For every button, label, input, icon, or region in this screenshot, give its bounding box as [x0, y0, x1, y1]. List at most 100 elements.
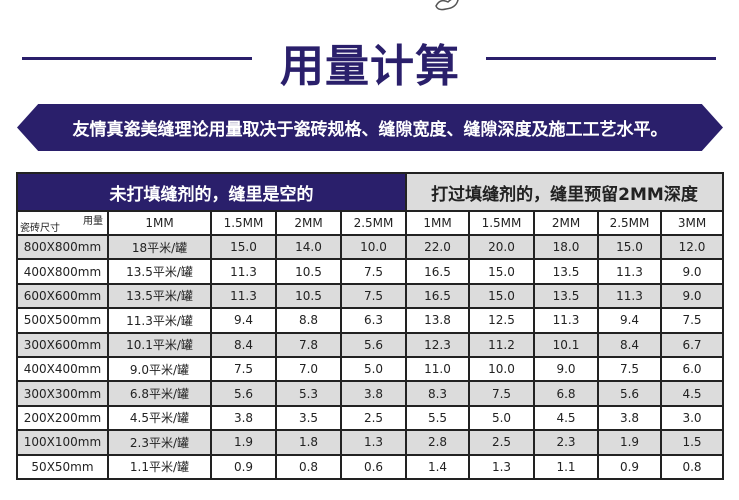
usage-cell: 2.5: [340, 404, 407, 432]
usage-cell: 8.3: [405, 380, 470, 407]
column-header: 2MM: [275, 210, 342, 236]
group-header-unfilled: 未打填缝剂的，缝里是空的: [16, 172, 407, 212]
usage-cell: 0.8: [660, 453, 724, 480]
usage-cell: 11.3平米/罐: [107, 307, 212, 334]
table-row: 50X50mm 1.1平米/罐 0.9 0.8 0.6 1.4 1.3 1.1 0.9 0.8: [16, 453, 724, 480]
usage-cell: 11.0: [405, 355, 470, 383]
usage-cell: 6.8平米/罐: [107, 380, 212, 407]
usage-cell: 13.5平米/罐: [107, 282, 212, 310]
usage-cell: 13.5: [533, 258, 599, 285]
table-row: 600X600mm 13.5平米/罐 11.3 10.5 7.5 16.5 15.0 13.5…: [16, 282, 724, 310]
usage-cell: 13.5: [533, 282, 599, 310]
usage-cell: 3.8: [340, 380, 407, 407]
table-row: 100X100mm 2.3平米/罐 1.9 1.8 1.3 2.8 2.5 2.3 1.9 1.5: [16, 429, 724, 456]
usage-cell: 13.8: [405, 307, 470, 334]
usage-cell: 2.3平米/罐: [107, 429, 212, 456]
table-row: 500X500mm 11.3平米/罐 9.4 8.8 6.3 13.8 12.5 11.3 9.…: [16, 307, 724, 334]
usage-cell: 7.5: [340, 282, 407, 310]
usage-cell: 7.5: [597, 355, 662, 383]
tile-size-cell: 50X50mm: [16, 453, 109, 480]
table-row: 400X800mm 13.5平米/罐 11.3 10.5 7.5 16.5 15.0 13.5…: [16, 258, 724, 285]
usage-cell: 15.0: [468, 282, 535, 310]
usage-cell: 4.5: [660, 380, 724, 407]
table-row: 200X200mm 4.5平米/罐 3.8 3.5 2.5 5.5 5.0 4.5 3.8 3.0: [16, 404, 724, 432]
column-header: 3MM: [660, 210, 724, 236]
title-divider-left: [22, 57, 252, 60]
usage-cell: 8.4: [597, 331, 662, 358]
usage-cell: 5.0: [468, 404, 535, 432]
usage-cell: 14.0: [275, 233, 342, 261]
usage-cell: 10.5: [275, 282, 342, 310]
usage-cell: 6.8: [533, 380, 599, 407]
table-row: 400X400mm 9.0平米/罐 7.5 7.0 5.0 11.0 10.0 9.0 7.5 6…: [16, 355, 724, 383]
usage-cell: 11.3: [210, 258, 277, 285]
column-header: 2MM: [533, 210, 599, 236]
usage-cell: 18平米/罐: [107, 233, 212, 261]
usage-cell: 1.1平米/罐: [107, 453, 212, 480]
usage-cell: 0.8: [275, 453, 342, 480]
usage-cell: 11.3: [210, 282, 277, 310]
usage-cell: 2.3: [533, 429, 599, 456]
usage-cell: 3.0: [660, 404, 724, 432]
group-header-filled: 打过填缝剂的，缝里预留2MM深度: [405, 172, 724, 212]
column-header: 2.5MM: [340, 210, 407, 236]
usage-cell: 9.0: [533, 355, 599, 383]
usage-cell: 7.5: [660, 307, 724, 334]
usage-cell: 12.0: [660, 233, 724, 261]
tile-size-cell: 400X800mm: [16, 258, 109, 285]
usage-cell: 9.0平米/罐: [107, 355, 212, 383]
usage-cell: 1.3: [468, 453, 535, 480]
column-header: 1.5MM: [468, 210, 535, 236]
usage-cell: 1.9: [210, 429, 277, 456]
usage-cell: 7.5: [210, 355, 277, 383]
column-header: 2.5MM: [597, 210, 662, 236]
title-divider-right: [486, 57, 716, 60]
usage-cell: 10.0: [468, 355, 535, 383]
usage-cell: 11.3: [533, 307, 599, 334]
usage-cell: 11.3: [597, 258, 662, 285]
usage-cell: 9.4: [597, 307, 662, 334]
usage-cell: 0.9: [210, 453, 277, 480]
corner-header: 用量 瓷砖尺寸: [16, 210, 109, 236]
corner-usage-label: 用量: [83, 216, 103, 227]
usage-cell: 1.3: [340, 429, 407, 456]
usage-cell: 9.0: [660, 258, 724, 285]
usage-cell: 5.3: [275, 380, 342, 407]
usage-cell: 2.8: [405, 429, 470, 456]
tile-size-cell: 800X800mm: [16, 233, 109, 261]
tile-size-cell: 500X500mm: [16, 307, 109, 334]
usage-cell: 13.5平米/罐: [107, 258, 212, 285]
usage-cell: 5.6: [597, 380, 662, 407]
usage-cell: 11.2: [468, 331, 535, 358]
usage-cell: 3.8: [210, 404, 277, 432]
usage-cell: 12.5: [468, 307, 535, 334]
usage-table: 未打填缝剂的，缝里是空的 打过填缝剂的，缝里预留2MM深度 用量 瓷砖尺寸 1MM…: [16, 172, 724, 480]
column-header: 1MM: [405, 210, 470, 236]
logo-icon: [435, 0, 459, 11]
usage-cell: 5.0: [340, 355, 407, 383]
usage-cell: 4.5: [533, 404, 599, 432]
usage-cell: 7.0: [275, 355, 342, 383]
usage-cell: 7.5: [468, 380, 535, 407]
usage-cell: 6.7: [660, 331, 724, 358]
usage-cell: 6.0: [660, 355, 724, 383]
page-title: 用量计算: [280, 41, 460, 92]
usage-cell: 15.0: [210, 233, 277, 261]
usage-cell: 5.5: [405, 404, 470, 432]
usage-cell: 10.1: [533, 331, 599, 358]
usage-cell: 15.0: [597, 233, 662, 261]
usage-cell: 20.0: [468, 233, 535, 261]
usage-cell: 3.8: [597, 404, 662, 432]
usage-cell: 5.6: [210, 380, 277, 407]
tile-size-cell: 100X100mm: [16, 429, 109, 456]
usage-cell: 16.5: [405, 282, 470, 310]
tile-size-cell: 400X400mm: [16, 355, 109, 383]
column-header: 1MM: [107, 210, 212, 236]
usage-cell: 9.4: [210, 307, 277, 334]
usage-cell: 2.5: [468, 429, 535, 456]
usage-cell: 11.3: [597, 282, 662, 310]
usage-cell: 10.0: [340, 233, 407, 261]
usage-cell: 16.5: [405, 258, 470, 285]
table-row: 300X600mm 10.1平米/罐 8.4 7.8 5.6 12.3 11.2 10.1 8.…: [16, 331, 724, 358]
usage-cell: 7.5: [340, 258, 407, 285]
